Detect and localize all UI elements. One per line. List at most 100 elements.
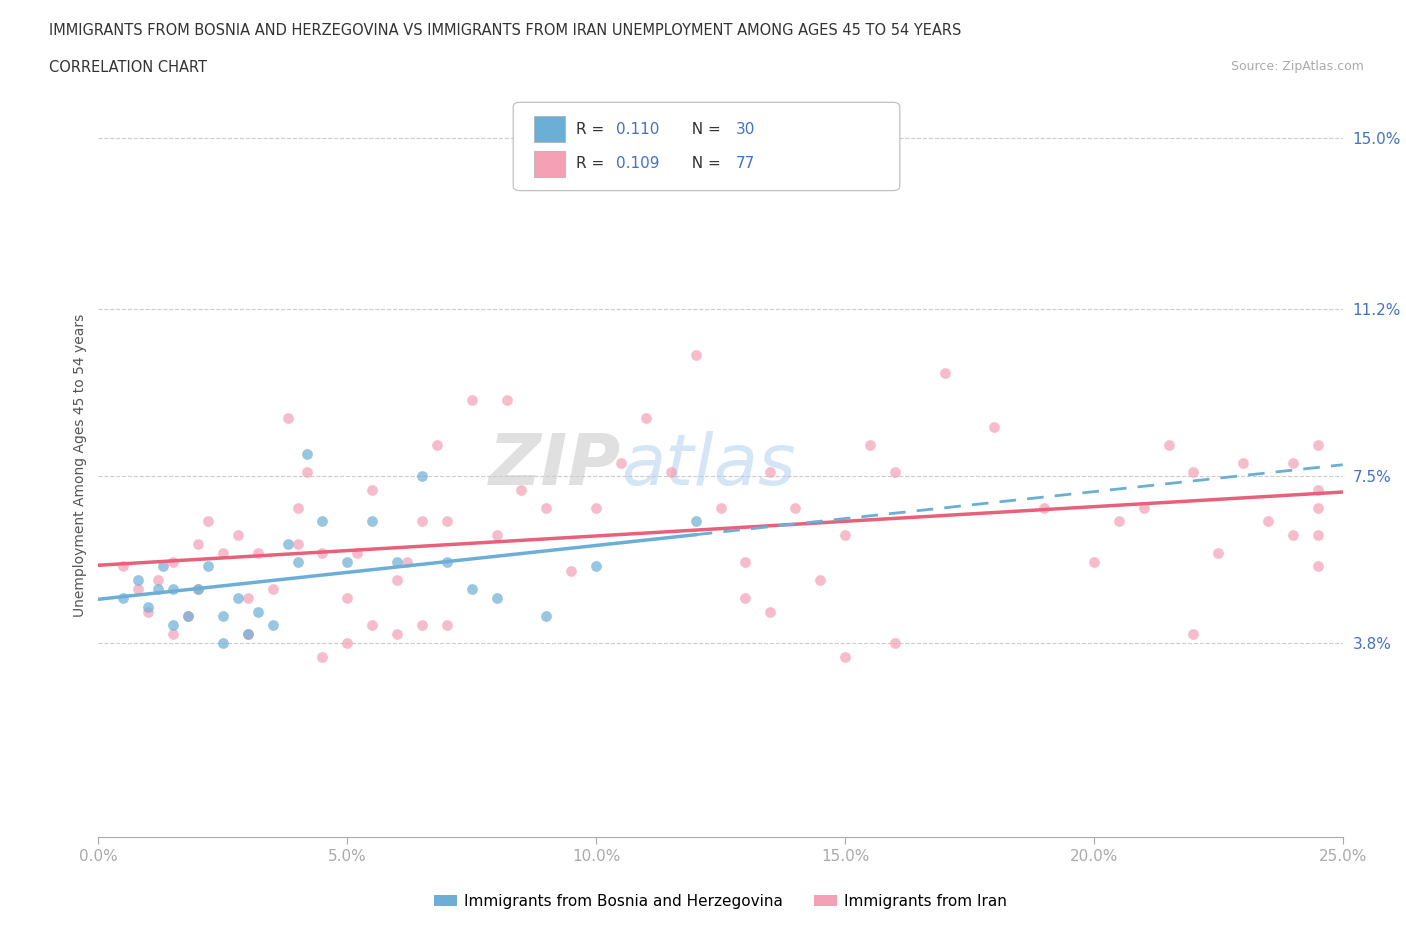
Point: [1306, 500, 1329, 515]
Point: [287, 500, 309, 515]
Point: [146, 573, 169, 588]
Legend: Immigrants from Bosnia and Herzegovina, Immigrants from Iran: Immigrants from Bosnia and Herzegovina, …: [427, 888, 1014, 915]
Point: [262, 581, 284, 596]
Text: 30: 30: [735, 122, 755, 137]
Point: [485, 527, 508, 542]
Point: [1257, 514, 1279, 529]
Point: [112, 559, 135, 574]
Text: 0.110: 0.110: [616, 122, 659, 137]
Point: [162, 554, 184, 569]
Text: N =: N =: [682, 156, 725, 171]
Text: 0.109: 0.109: [616, 156, 659, 171]
Point: [1033, 500, 1056, 515]
Point: [411, 469, 433, 484]
Point: [685, 514, 707, 529]
Point: [262, 618, 284, 632]
Point: [834, 527, 856, 542]
Point: [162, 627, 184, 642]
Point: [436, 618, 458, 632]
Point: [436, 554, 458, 569]
Point: [385, 573, 408, 588]
Text: IMMIGRANTS FROM BOSNIA AND HERZEGOVINA VS IMMIGRANTS FROM IRAN UNEMPLOYMENT AMON: IMMIGRANTS FROM BOSNIA AND HERZEGOVINA V…: [49, 23, 962, 38]
Point: [211, 608, 233, 623]
Point: [336, 554, 359, 569]
Point: [659, 464, 682, 479]
Text: ZIP: ZIP: [489, 431, 621, 499]
Point: [361, 618, 384, 632]
Point: [287, 554, 309, 569]
Point: [734, 554, 756, 569]
Point: [759, 604, 782, 619]
Point: [1306, 527, 1329, 542]
Point: [510, 483, 533, 498]
Point: [287, 537, 309, 551]
Point: [734, 591, 756, 605]
Point: [346, 546, 368, 561]
Text: atlas: atlas: [621, 431, 796, 499]
Point: [236, 591, 259, 605]
Point: [112, 591, 135, 605]
Point: [808, 573, 831, 588]
Point: [883, 464, 905, 479]
Point: [1182, 464, 1205, 479]
Point: [226, 527, 249, 542]
Point: [560, 564, 582, 578]
Point: [187, 581, 209, 596]
Point: [226, 591, 249, 605]
Point: [277, 537, 299, 551]
Point: [277, 410, 299, 425]
Point: [411, 618, 433, 632]
Point: [983, 419, 1005, 434]
Point: [246, 604, 269, 619]
Point: [536, 608, 558, 623]
Point: [187, 581, 209, 596]
Point: [177, 608, 200, 623]
Point: [685, 347, 707, 362]
Point: [934, 365, 956, 380]
Point: [246, 546, 269, 561]
Text: N =: N =: [682, 122, 725, 137]
Point: [536, 500, 558, 515]
Point: [177, 608, 200, 623]
Point: [236, 627, 259, 642]
Point: [361, 514, 384, 529]
Point: [361, 483, 384, 498]
Point: [460, 392, 484, 407]
Point: [152, 559, 174, 574]
Point: [146, 581, 169, 596]
Point: [585, 500, 607, 515]
Point: [336, 636, 359, 651]
Point: [1282, 527, 1305, 542]
Point: [411, 514, 433, 529]
Point: [710, 500, 733, 515]
Point: [297, 464, 319, 479]
Point: [1132, 500, 1154, 515]
Point: [236, 627, 259, 642]
Point: [385, 554, 408, 569]
Point: [1232, 456, 1254, 471]
Point: [634, 410, 657, 425]
Point: [311, 649, 333, 664]
Point: [136, 604, 159, 619]
Y-axis label: Unemployment Among Ages 45 to 54 years: Unemployment Among Ages 45 to 54 years: [73, 313, 87, 617]
Point: [297, 446, 319, 461]
Point: [1206, 546, 1229, 561]
Point: [436, 514, 458, 529]
Point: [585, 559, 607, 574]
Point: [610, 456, 633, 471]
Point: [162, 618, 184, 632]
Point: [1306, 437, 1329, 452]
Point: [127, 581, 149, 596]
Point: [311, 546, 333, 561]
Point: [834, 649, 856, 664]
Point: [1282, 456, 1305, 471]
Point: [197, 559, 219, 574]
Text: R =: R =: [576, 122, 610, 137]
Point: [1306, 559, 1329, 574]
Point: [336, 591, 359, 605]
Point: [395, 554, 418, 569]
Point: [426, 437, 449, 452]
Point: [859, 437, 882, 452]
Point: [187, 537, 209, 551]
Point: [460, 581, 484, 596]
